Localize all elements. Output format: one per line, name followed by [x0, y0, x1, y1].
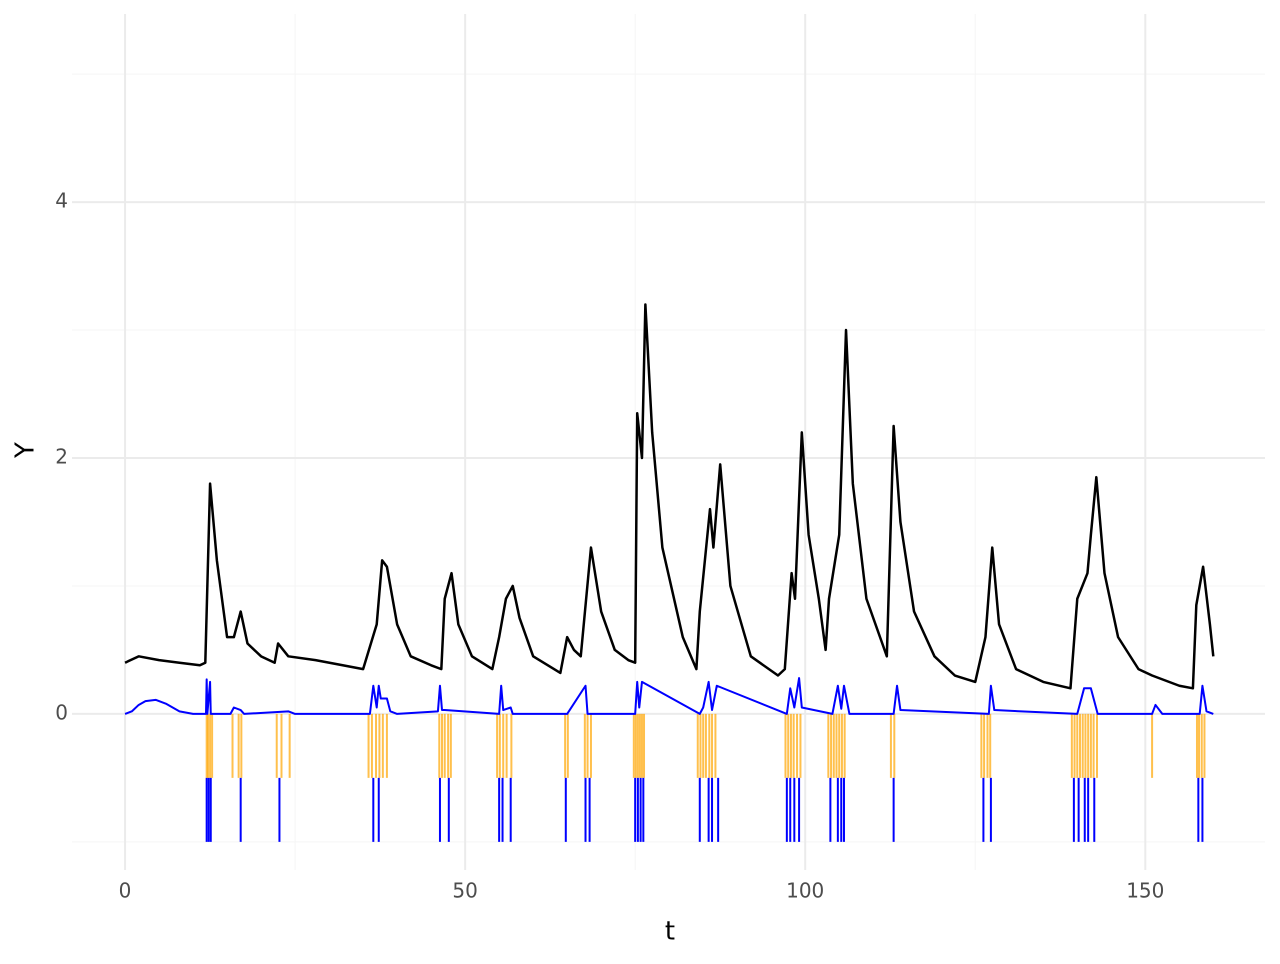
y-tick-label: 4 — [55, 189, 68, 213]
y-tick-label: 2 — [55, 444, 68, 468]
line-series — [124, 303, 1215, 690]
y-tick-label: 0 — [55, 700, 68, 724]
x-tick-label: 100 — [786, 879, 824, 903]
y-axis-label: Y — [11, 442, 41, 459]
x-tick-label: 0 — [119, 879, 132, 903]
line-series — [124, 677, 1214, 715]
x-tick-label: 50 — [452, 879, 477, 903]
x-tick-label: 150 — [1126, 879, 1164, 903]
x-axis-label: t — [665, 917, 675, 947]
